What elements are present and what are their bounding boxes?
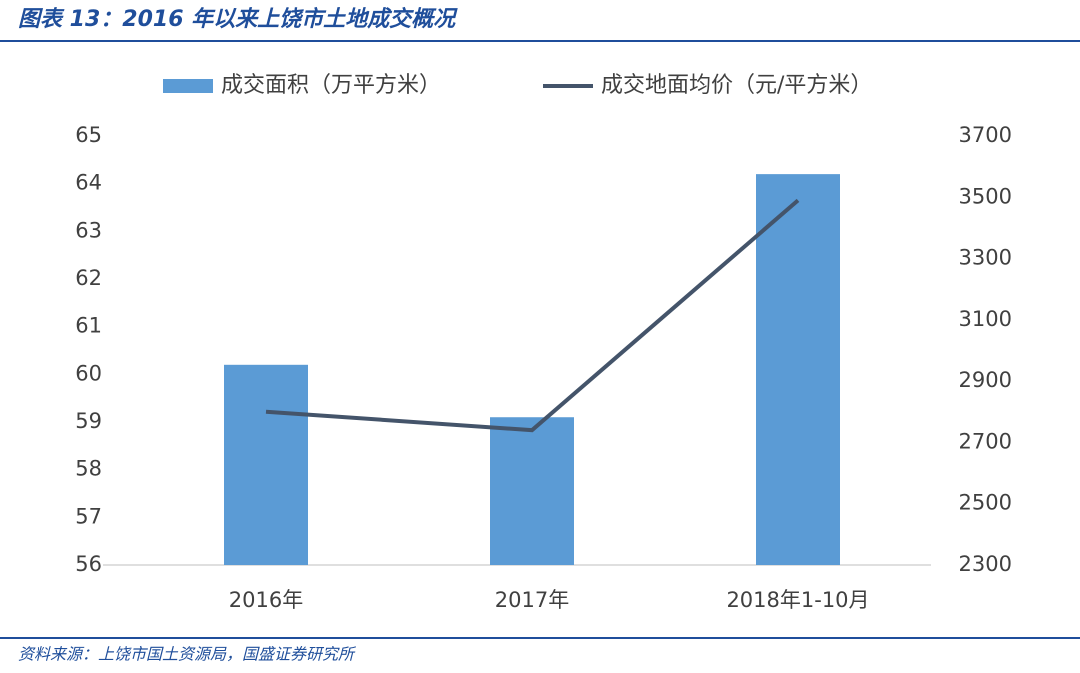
legend-label: 成交地面均价（元/平方米） (601, 73, 872, 98)
y-tick-label: 57 (75, 504, 102, 528)
y-tick-label: 63 (75, 218, 102, 242)
bar (224, 364, 308, 565)
y-tick-label: 58 (75, 457, 102, 481)
source-note: 资料来源：上饶市国土资源局，国盛证券研究所 (18, 645, 357, 664)
y-tick-label: 60 (75, 361, 102, 385)
bar (490, 417, 574, 565)
y2-tick-label: 3500 (959, 184, 1012, 208)
y-tick-label: 61 (75, 314, 102, 338)
y-tick-label: 56 (75, 552, 102, 576)
y2-tick-label: 3700 (959, 123, 1012, 147)
x-tick-label: 2018年1-10月 (726, 588, 869, 612)
y-tick-label: 64 (75, 171, 102, 195)
y2-tick-label: 2900 (959, 368, 1012, 392)
y2-tick-label: 2300 (959, 552, 1012, 576)
line-series (265, 198, 800, 433)
legend-label: 成交面积（万平方米） (221, 73, 441, 98)
y-tick-label: 59 (75, 409, 102, 433)
legend-swatch (163, 79, 213, 93)
y-tick-label: 65 (75, 123, 102, 147)
y-tick-label: 62 (75, 266, 102, 290)
x-tick-label: 2017年 (495, 588, 569, 612)
bar (756, 174, 840, 565)
page-title: 图表 13：2016 年以来上饶市土地成交概况 (18, 6, 458, 32)
y2-tick-label: 2500 (959, 491, 1012, 515)
y2-tick-label: 3100 (959, 307, 1012, 331)
y2-tick-label: 3300 (959, 246, 1012, 270)
x-tick-label: 2016年 (229, 588, 303, 612)
y2-tick-label: 2700 (959, 429, 1012, 453)
